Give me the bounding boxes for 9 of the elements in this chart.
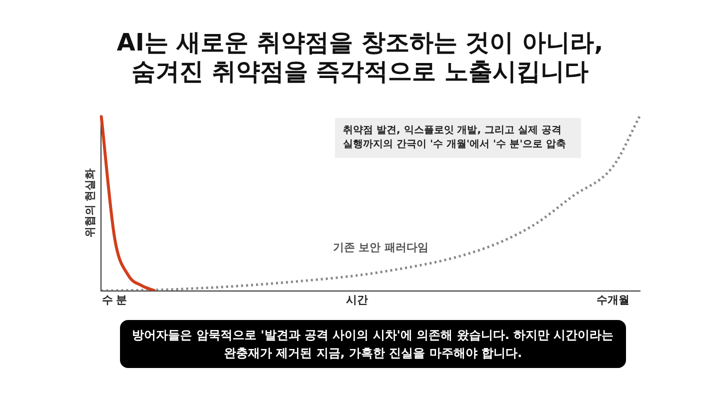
x-tick-label: 시간 bbox=[346, 294, 368, 306]
x-tick-label: 수 분 bbox=[102, 294, 128, 306]
text: AI는 새로운 취약점을 창조하는 것이 아니라, bbox=[116, 28, 604, 57]
x-tick-label: 수개월 bbox=[596, 294, 630, 306]
text: 방어자들은 암묵적으로 '발견과 공격 사이의 시차'에 의존해 왔습니다. 하지만 시간이라는 완충재가 제거된 지금, 가혹한 진실을 마주해야 합니다. bbox=[120, 320, 626, 368]
annotation: 취약점 발견, 익스플로잇 개발, 그리고 실제 공격 실행까지의 간극이 '수 개월'에서 '수 분'으로 압축 bbox=[335, 118, 581, 158]
series-label: 기존 보안 패러다임 bbox=[332, 240, 428, 254]
text: 숨겨진 취약점을 즉각적으로 노출시킵니다 bbox=[131, 57, 589, 86]
y-axis-title: 위협의 현실화 bbox=[84, 168, 97, 238]
